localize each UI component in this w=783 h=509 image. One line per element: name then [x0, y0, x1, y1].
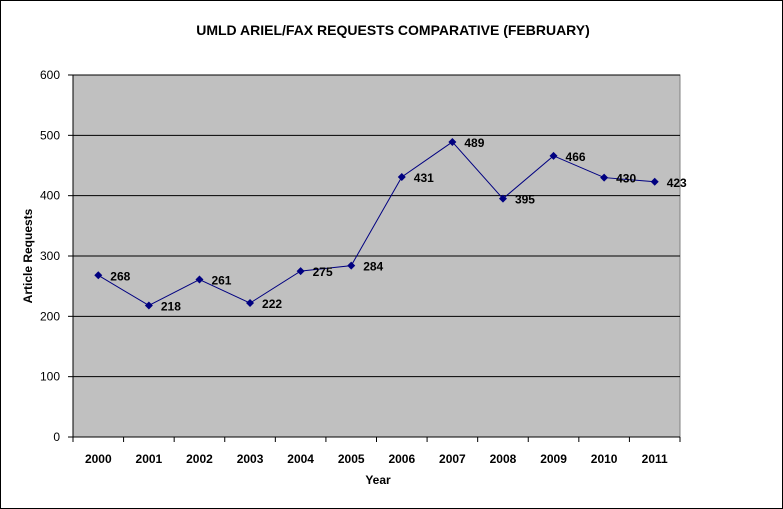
data-label: 275	[313, 265, 333, 279]
data-point-marker	[94, 271, 103, 280]
data-label: 466	[566, 150, 586, 164]
data-point-marker	[347, 261, 356, 270]
data-point-marker	[448, 137, 457, 146]
x-tick-label: 2004	[287, 452, 314, 466]
data-label: 423	[667, 176, 687, 190]
series-line	[98, 141, 655, 307]
y-tick-label: 0	[53, 430, 60, 444]
data-label: 261	[211, 274, 231, 288]
data-label: 489	[464, 136, 484, 150]
data-point-marker	[296, 267, 305, 276]
x-tick-label: 2005	[338, 452, 365, 466]
x-tick-label: 2001	[136, 452, 163, 466]
y-tick-label: 500	[40, 128, 60, 142]
data-label: 218	[161, 299, 181, 313]
y-tick-label: 400	[40, 189, 60, 203]
y-tick-label: 100	[40, 370, 60, 384]
data-point-marker	[600, 173, 609, 182]
x-tick-label: 2002	[186, 452, 213, 466]
data-point-marker	[195, 275, 204, 284]
chart-title: UMLD ARIEL/FAX REQUESTS COMPARATIVE (FEB…	[196, 22, 590, 38]
x-tick-label: 2007	[439, 452, 466, 466]
data-label: 222	[262, 297, 282, 311]
data-point-marker	[650, 177, 659, 186]
data-label: 430	[616, 172, 636, 186]
x-axis-label: Year	[365, 473, 391, 487]
x-tick-label: 2000	[85, 452, 112, 466]
x-tick-label: 2009	[540, 452, 567, 466]
data-label: 431	[414, 171, 434, 185]
data-label: 284	[363, 260, 383, 274]
x-tick-label: 2011	[642, 452, 668, 466]
data-point-marker	[498, 194, 507, 203]
y-tick-label: 200	[40, 309, 60, 323]
x-tick-label: 2006	[388, 452, 415, 466]
y-tick-label: 300	[40, 249, 60, 263]
data-point-marker	[549, 151, 558, 160]
data-label: 268	[110, 269, 130, 283]
x-tick-label: 2008	[490, 452, 517, 466]
y-axis-label: Article Requests	[21, 208, 35, 303]
x-tick-label: 2010	[591, 452, 618, 466]
data-label: 395	[515, 193, 535, 207]
y-tick-label: 600	[40, 68, 60, 82]
data-point-marker	[246, 299, 255, 308]
x-tick-label: 2003	[237, 452, 264, 466]
data-point-marker	[397, 172, 406, 181]
data-point-marker	[144, 301, 153, 310]
